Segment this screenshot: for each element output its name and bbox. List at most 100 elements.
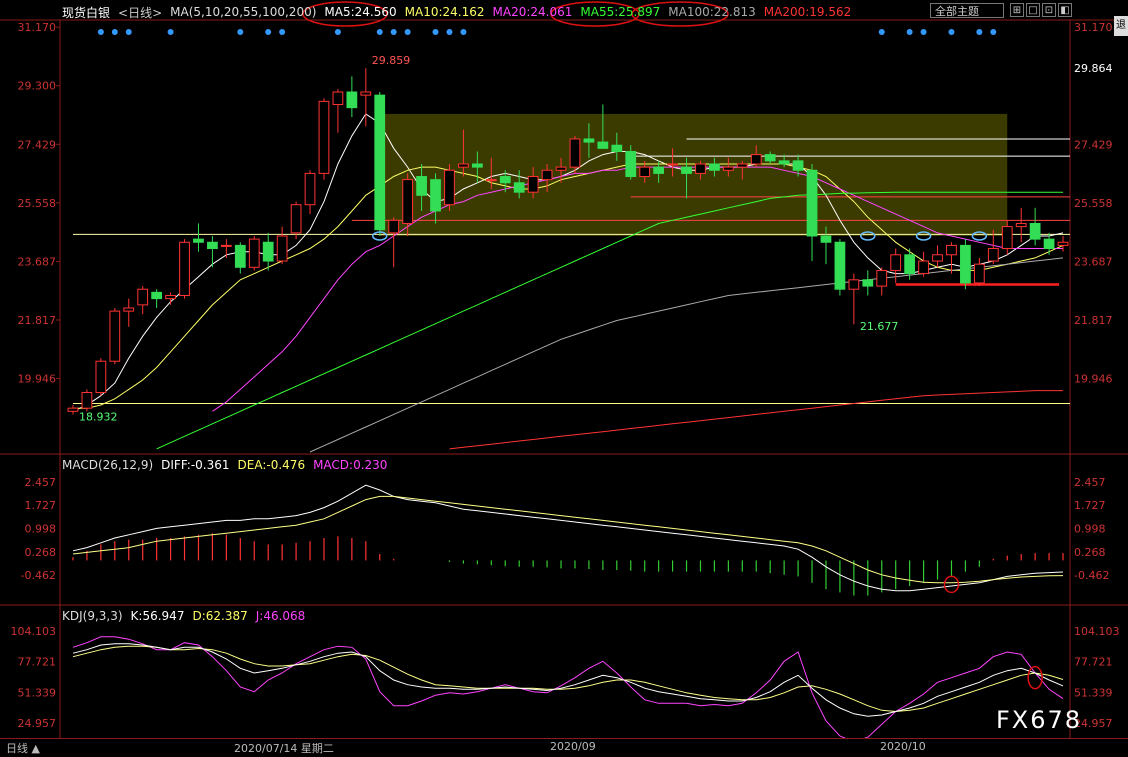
right-tick-label: 27.429 (1074, 138, 1113, 151)
candle (918, 260, 929, 275)
candle (262, 241, 274, 262)
touch-marker (971, 231, 988, 241)
macd-cross-marker (943, 575, 960, 594)
ma20-label: MA20:24.061 (492, 5, 573, 19)
candle (806, 169, 818, 237)
candle (1029, 222, 1041, 240)
macd-right-tick-label: 0.998 (1074, 522, 1106, 535)
signal-dot (334, 29, 341, 35)
candle (318, 100, 330, 174)
candle (890, 254, 902, 271)
candle (625, 150, 637, 178)
candle (276, 235, 288, 262)
candle (946, 244, 957, 256)
candle (485, 179, 497, 182)
signal-dot (446, 29, 453, 35)
candle (722, 166, 734, 171)
candle (778, 160, 790, 165)
signal-dot (432, 29, 439, 35)
period-tab[interactable]: 日线 ▲ (6, 742, 40, 755)
macd-y-tick-label: 2.457 (25, 476, 57, 489)
low-annotation: 21.677 (860, 320, 899, 333)
candle (193, 238, 204, 243)
ma5-label: MA5:24.560 (324, 5, 397, 19)
candle (555, 166, 567, 171)
touch-marker (372, 231, 388, 241)
x-axis-label-oct: 2020/10 (880, 740, 926, 753)
side-tab[interactable]: 退 (1114, 16, 1128, 36)
signal-dot (97, 29, 104, 35)
candle (611, 144, 623, 152)
signal-dot (920, 29, 927, 35)
candle (681, 166, 692, 174)
candle (151, 291, 163, 300)
period-label[interactable]: <日线> (118, 5, 163, 20)
ma-line-ma55 (156, 191, 1063, 450)
candle (360, 91, 372, 96)
candle (583, 138, 595, 143)
signal-dot (404, 29, 411, 35)
candle (430, 179, 441, 212)
candle (960, 244, 971, 284)
candle (876, 269, 888, 287)
candle (416, 176, 427, 196)
ma100-label: MA100:22.813 (668, 5, 756, 19)
candle (1015, 222, 1027, 228)
theme-select-button[interactable]: 全部主题 (930, 3, 1004, 18)
candle (179, 241, 190, 296)
candle (513, 182, 525, 193)
candle (973, 263, 985, 284)
candle (444, 169, 455, 206)
candle (123, 307, 135, 312)
candle (81, 392, 93, 409)
macd-right-tick-label: 2.457 (1074, 476, 1106, 489)
candle (527, 176, 539, 193)
signal-dot (390, 29, 397, 35)
y-tick-label: 21.817 (18, 314, 57, 327)
kdj-j-line (72, 636, 1064, 738)
high-annotation: 29.859 (372, 54, 411, 67)
x-axis-label-sep: 2020/09 (550, 740, 596, 753)
kdj-y-tick-label: 104.103 (11, 625, 57, 638)
signal-dot (125, 29, 132, 35)
kdj-right-tick-label: 24.957 (1074, 717, 1113, 730)
macd-y-tick-label: 0.268 (25, 546, 57, 559)
kdj-title: KDJ(9,3,3) (62, 609, 123, 623)
macd-right-tick-label: 1.727 (1074, 499, 1106, 512)
kdj-j-label: J:46.068 (255, 609, 306, 623)
highlight-ellipse (550, 1, 640, 27)
candle (207, 241, 218, 250)
instrument-title: 现货白银 (62, 5, 111, 20)
restore-icon[interactable]: □ (1026, 3, 1040, 17)
macd-y-tick-label: 0.998 (25, 522, 57, 535)
kdj-y-tick-label: 24.957 (18, 717, 57, 730)
right-tick-label: 25.558 (1074, 197, 1113, 210)
candle (569, 138, 581, 168)
y-tick-label: 27.429 (18, 138, 57, 151)
right-tick-label: 21.817 (1074, 314, 1113, 327)
grid-icon[interactable]: ⊞ (1010, 3, 1024, 17)
candle (667, 163, 678, 166)
macd-y-tick-label: 1.727 (25, 499, 57, 512)
y-tick-label: 29.300 (18, 80, 57, 93)
y-tick-label: 31.170 (18, 21, 57, 34)
candle (471, 163, 483, 168)
kdj-k-line (72, 643, 1064, 717)
candle (736, 163, 748, 168)
y-tick-label: 23.687 (18, 255, 57, 268)
candle (290, 204, 302, 234)
candle (862, 279, 874, 287)
signal-dot (906, 29, 913, 35)
candle (109, 310, 121, 362)
maximize-icon[interactable]: ⊡ (1042, 3, 1056, 17)
split-icon[interactable]: ◧ (1058, 3, 1072, 17)
candle (388, 219, 400, 234)
macd-header: MACD(26,12,9) DIFF:-0.361 DEA:-0.476 MAC… (62, 458, 387, 472)
kdj-k-label: K:56.947 (130, 609, 185, 623)
candle (987, 248, 999, 262)
signal-dot (376, 29, 383, 35)
candle (234, 244, 246, 268)
candle (597, 141, 609, 149)
signal-dot (265, 29, 272, 35)
ma10-label: MA10:24.162 (404, 5, 485, 19)
